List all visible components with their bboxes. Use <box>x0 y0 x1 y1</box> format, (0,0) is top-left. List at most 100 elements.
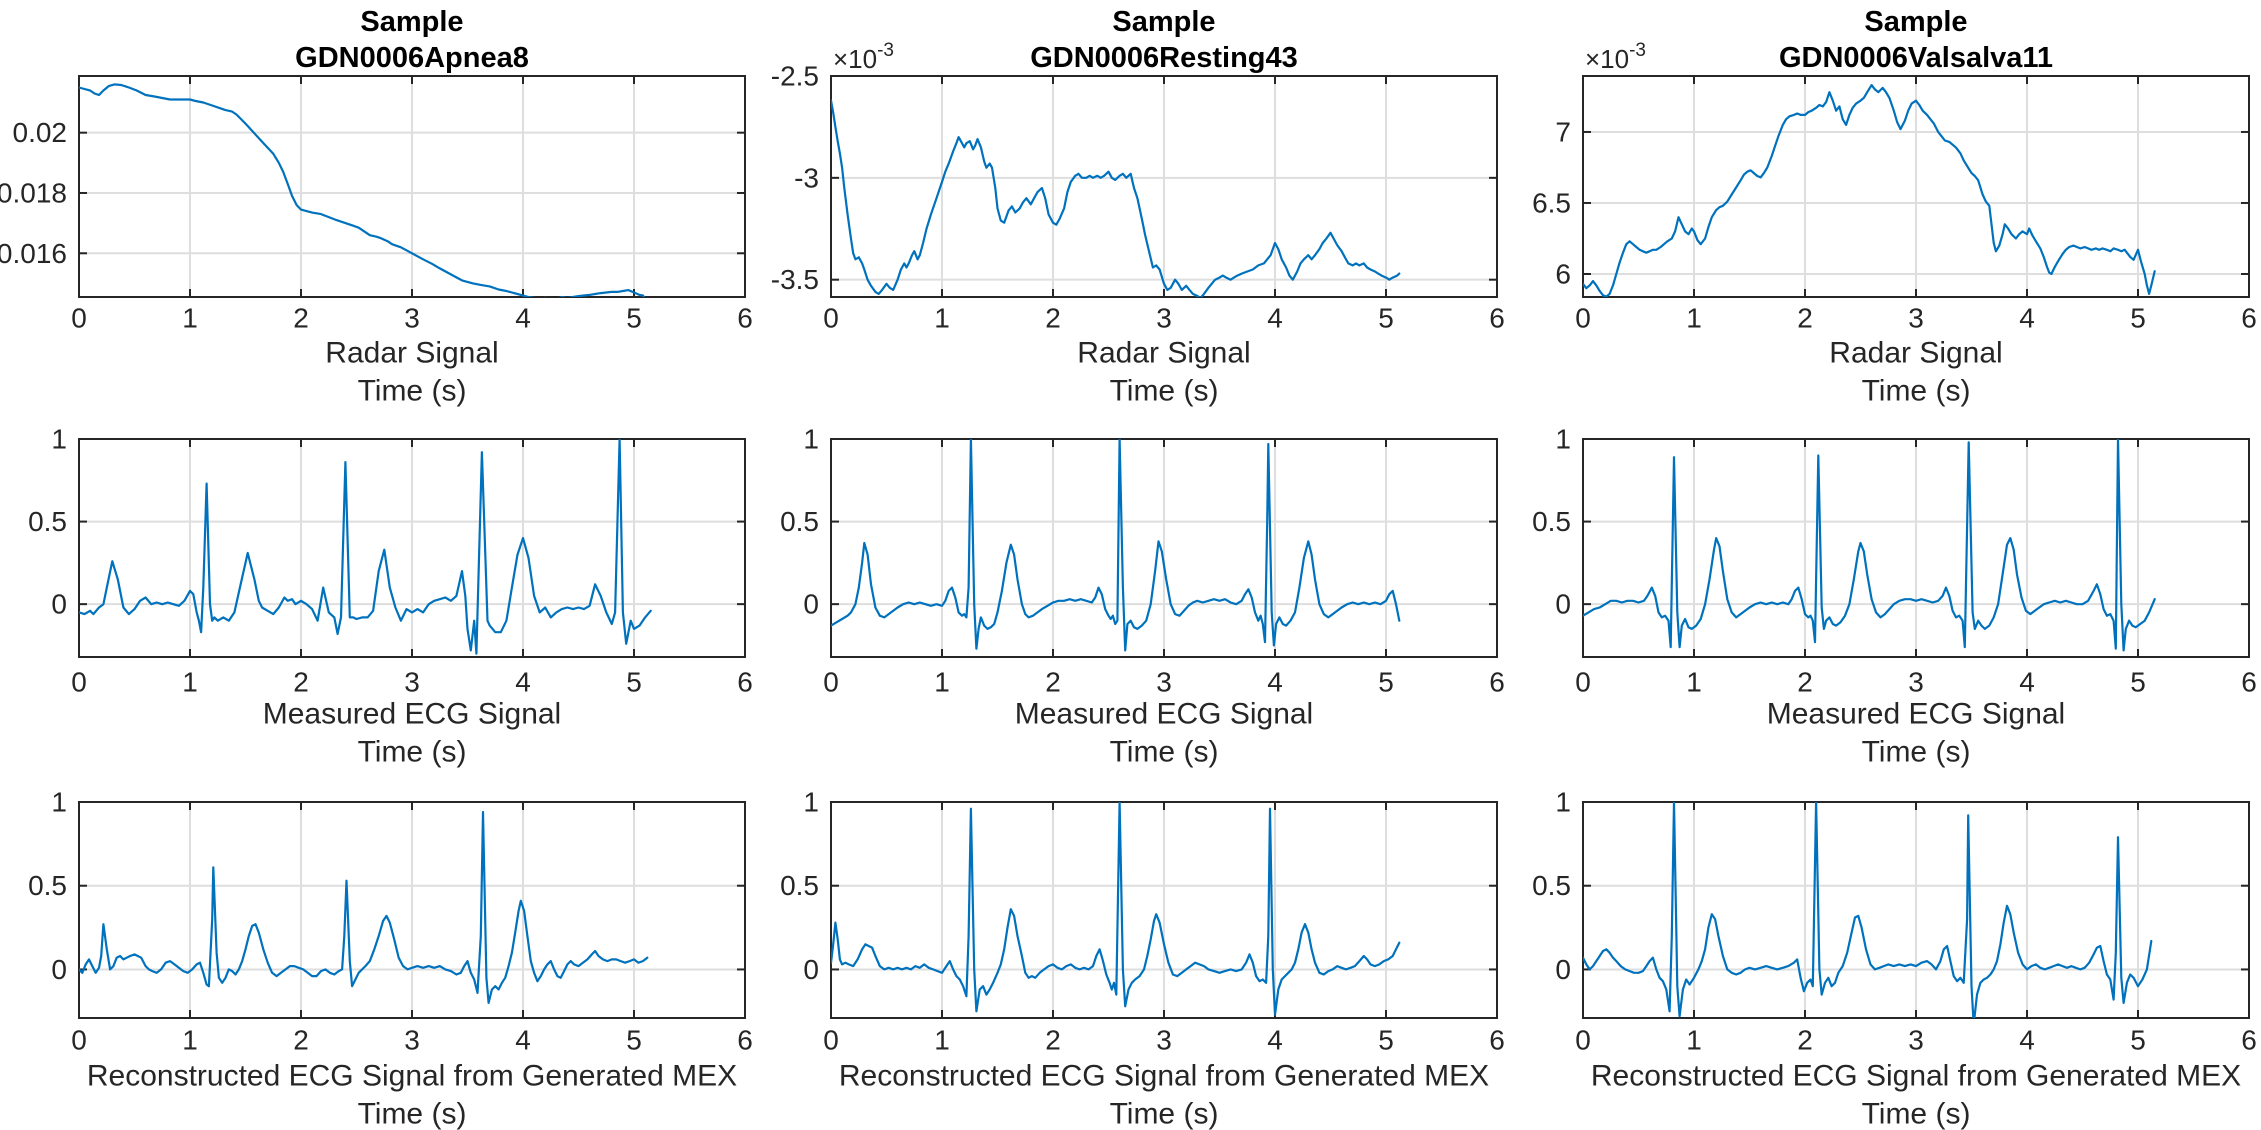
x-tick-label: 0 <box>1575 667 1591 698</box>
y-tick-label: 1 <box>1555 424 1571 455</box>
x-tick-label: 3 <box>1908 1025 1924 1056</box>
plot-svg: 0 1 2 3 4 5 6 0 0.5 1 Measured ECG Signal Time (s) <box>780 424 1505 769</box>
x-axis-label-line: Measured ECG Signal <box>263 698 561 731</box>
x-tick-label: 5 <box>2130 1025 2146 1056</box>
x-axis-label-line: Measured ECG Signal <box>1015 698 1313 731</box>
x-axis-label-line: Time (s) <box>358 375 467 408</box>
y-tick-label: 1 <box>803 787 819 818</box>
y-tick-label: 0 <box>803 954 819 985</box>
x-tick-label: 5 <box>626 667 642 698</box>
subplot-measured-ecg-apnea8: 0 1 2 3 4 5 6 0 0.5 1 Measured ECG Signal Time (s) <box>0 410 753 772</box>
x-tick-label: 1 <box>1686 303 1702 334</box>
x-tick-label: 6 <box>2241 1025 2257 1056</box>
y-tick-label: 0 <box>51 589 67 620</box>
x-tick-label: 5 <box>1378 1025 1394 1056</box>
x-tick-label: 2 <box>1045 1025 1061 1056</box>
x-tick-label: 5 <box>1378 667 1394 698</box>
x-tick-label: 4 <box>2019 1025 2035 1056</box>
y-tick-label: 0.016 <box>0 238 67 269</box>
x-tick-label: 2 <box>1045 303 1061 334</box>
subplot-measured-ecg-resting43: 0 1 2 3 4 5 6 0 0.5 1 Measured ECG Signal Time (s) <box>752 410 1505 772</box>
x-tick-label: 4 <box>2019 667 2035 698</box>
y-tick-label: -3 <box>794 162 819 193</box>
subplot-radar-gdn0006apnea8: 0 1 2 3 4 5 6 0.016 0.018 0.02 Sample GDN0006Apnea8… <box>0 0 753 410</box>
x-tick-label: 5 <box>626 303 642 334</box>
x-tick-label: 2 <box>1045 667 1061 698</box>
x-tick-label: 5 <box>626 1025 642 1056</box>
axis-exponent-label: ×10-3 <box>1585 40 1646 74</box>
x-axis-label-line: Reconstructed ECG Signal from Generated … <box>839 1060 1489 1093</box>
x-axis-label-line: Time (s) <box>1862 1098 1971 1130</box>
y-tick-label: 1 <box>51 424 67 455</box>
x-tick-label: 1 <box>182 1025 198 1056</box>
y-tick-label: -2.5 <box>771 61 819 92</box>
x-axis-label-line: Radar Signal <box>1077 337 1250 370</box>
y-tick-label: 0.5 <box>28 506 67 537</box>
plot-svg: 0 1 2 3 4 5 6 0 0.5 1 Measured ECG Signal Time (s) <box>28 424 753 769</box>
x-tick-label: 5 <box>2130 303 2146 334</box>
subplot-title-line: Sample <box>1112 6 1215 38</box>
x-tick-label: 3 <box>1908 667 1924 698</box>
y-tick-label: 0.02 <box>13 117 68 148</box>
x-tick-label: 2 <box>1797 1025 1813 1056</box>
axis-exponent-label: ×10-3 <box>833 40 894 74</box>
y-tick-label: 7 <box>1555 116 1571 147</box>
x-tick-label: 0 <box>71 1025 87 1056</box>
y-tick-label: 0.5 <box>1532 870 1571 901</box>
plot-svg: 0 1 2 3 4 5 6 0 0.5 1 Reconstructed ECG Signal fro… <box>1532 787 2257 1130</box>
x-axis-label-line: Time (s) <box>358 1098 467 1130</box>
y-tick-label: 0.5 <box>28 870 67 901</box>
y-tick-label: 0 <box>1555 954 1571 985</box>
x-tick-label: 3 <box>404 303 420 334</box>
x-tick-label: 0 <box>1575 303 1591 334</box>
x-tick-label: 6 <box>1489 1025 1504 1056</box>
subplot-measured-ecg-valsalva11: 0 1 2 3 4 5 6 0 0.5 1 Measured ECG Signal Time (s) <box>1504 410 2261 772</box>
x-tick-label: 5 <box>1378 303 1394 334</box>
x-tick-label: 1 <box>182 667 198 698</box>
y-tick-label: 1 <box>51 787 67 818</box>
subplot-title-line: GDN0006Valsalva11 <box>1779 42 2053 74</box>
y-tick-label: 0 <box>1555 589 1571 620</box>
x-tick-label: 0 <box>823 667 839 698</box>
x-tick-label: 1 <box>934 303 950 334</box>
x-tick-label: 1 <box>182 303 198 334</box>
x-tick-label: 3 <box>404 667 420 698</box>
x-tick-label: 4 <box>515 1025 531 1056</box>
x-tick-label: 3 <box>1908 303 1924 334</box>
x-tick-label: 3 <box>1156 1025 1172 1056</box>
x-tick-label: 3 <box>1156 667 1172 698</box>
signal-trace <box>79 439 652 655</box>
x-tick-label: 3 <box>404 1025 420 1056</box>
signal-trace <box>1583 802 2153 1018</box>
signal-trace <box>1583 84 2156 297</box>
x-tick-label: 5 <box>2130 667 2146 698</box>
x-tick-label: 0 <box>71 303 87 334</box>
plot-svg: 0 1 2 3 4 5 6 0 0.5 1 Measured ECG Signal Time (s) <box>1532 424 2257 769</box>
x-tick-label: 1 <box>934 667 950 698</box>
x-tick-label: 4 <box>1267 303 1283 334</box>
x-tick-label: 4 <box>1267 1025 1283 1056</box>
x-tick-label: 2 <box>293 303 309 334</box>
x-tick-label: 6 <box>2241 303 2257 334</box>
plot-svg: 0 1 2 3 4 5 6 6 6.5 7 ×10-3 Sample GDN0006Valsalva11… <box>1532 6 2257 408</box>
x-tick-label: 6 <box>1489 303 1504 334</box>
x-axis-label-line: Reconstructed ECG Signal from Generated … <box>1591 1060 2241 1093</box>
signal-trace <box>79 810 649 1004</box>
subplot-reconstructed-ecg-valsalva11: 0 1 2 3 4 5 6 0 0.5 1 Reconstructed ECG Signal fro… <box>1504 772 2261 1130</box>
subplot-radar-gdn0006valsalva11: 0 1 2 3 4 5 6 6 6.5 7 ×10-3 Sample GDN0006Valsalva11… <box>1504 0 2261 410</box>
x-axis-label-line: Measured ECG Signal <box>1767 698 2065 731</box>
x-axis-label-line: Reconstructed ECG Signal from Generated … <box>87 1060 737 1093</box>
y-tick-label: 0.5 <box>1532 506 1571 537</box>
y-tick-label: 1 <box>1555 787 1571 818</box>
plot-svg: 0 1 2 3 4 5 6 0 0.5 1 Reconstructed ECG Signal fro… <box>780 787 1505 1130</box>
signal-trace <box>831 802 1401 1016</box>
x-tick-label: 3 <box>1156 303 1172 334</box>
y-tick-label: 6.5 <box>1532 187 1571 218</box>
y-tick-label: 6 <box>1555 258 1571 289</box>
x-tick-label: 4 <box>1267 667 1283 698</box>
x-tick-label: 2 <box>293 667 309 698</box>
y-tick-label: 1 <box>803 424 819 455</box>
x-tick-label: 1 <box>934 1025 950 1056</box>
y-tick-label: 0.5 <box>780 506 819 537</box>
